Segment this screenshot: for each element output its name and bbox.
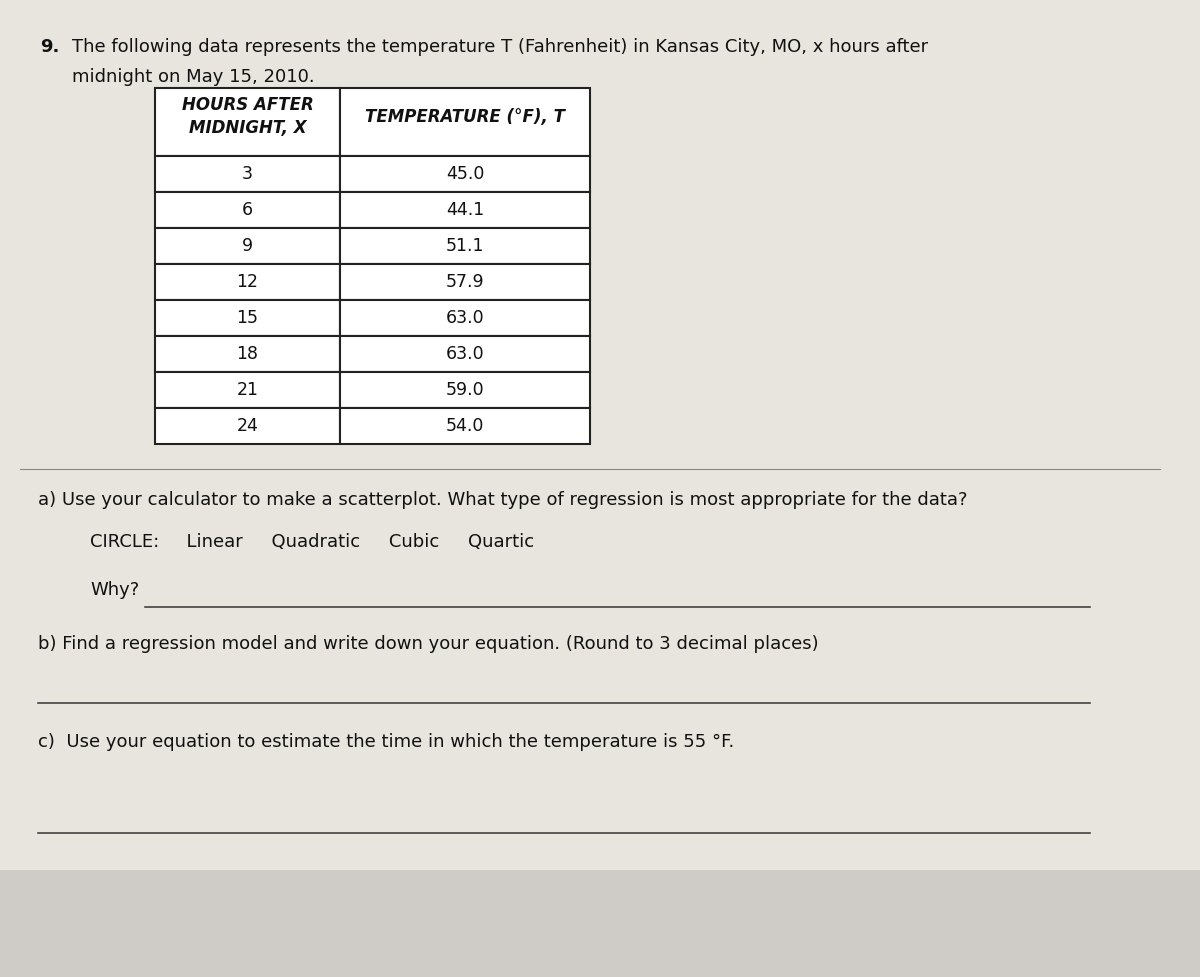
Bar [155,408,340,444]
Bar [155,156,340,192]
Text: CIRCLE:: CIRCLE: [90,533,160,551]
Text: 9.: 9. [40,38,59,56]
Text: 44.1: 44.1 [446,201,484,219]
Bar [340,88,590,156]
Text: Why?: Why? [90,581,139,599]
Bar [155,192,340,228]
Text: 3: 3 [242,165,253,183]
Bar [155,264,340,300]
Text: a) Use your calculator to make a scatterplot. What type of regression is most ap: a) Use your calculator to make a scatter… [38,491,967,509]
Text: 9: 9 [242,237,253,255]
Text: c)  Use your equation to estimate the time in which the temperature is 55 °F.: c) Use your equation to estimate the tim… [38,733,734,751]
Text: 63.0: 63.0 [445,309,485,327]
Bar [340,192,590,228]
Text: 54.0: 54.0 [446,417,484,435]
Bar [155,300,340,336]
Text: 51.1: 51.1 [445,237,485,255]
Bar [340,372,590,408]
Bar [155,228,340,264]
Text: 21: 21 [236,381,258,399]
Text: 12: 12 [236,273,258,291]
Text: 45.0: 45.0 [446,165,484,183]
Text: 63.0: 63.0 [445,345,485,363]
Text: midnight on May 15, 2010.: midnight on May 15, 2010. [72,68,314,86]
Text: 15: 15 [236,309,258,327]
Text: 18: 18 [236,345,258,363]
Bar [340,408,590,444]
Text: 59.0: 59.0 [445,381,485,399]
Bar [0,870,1200,977]
Bar [155,88,340,156]
Text: 6: 6 [242,201,253,219]
Bar [340,156,590,192]
Bar [155,336,340,372]
Text: 24: 24 [236,417,258,435]
Text: 57.9: 57.9 [445,273,485,291]
Text: HOURS AFTER
MIDNIGHT, X: HOURS AFTER MIDNIGHT, X [181,96,313,137]
Bar [340,228,590,264]
Bar [155,372,340,408]
Text: b) Find a regression model and write down your equation. (Round to 3 decimal pla: b) Find a regression model and write dow… [38,635,818,653]
Bar [340,300,590,336]
Text: Linear     Quadratic     Cubic     Quartic: Linear Quadratic Cubic Quartic [175,533,534,551]
Text: The following data represents the temperature T (Fahrenheit) in Kansas City, MO,: The following data represents the temper… [72,38,928,56]
Text: TEMPERATURE (°F), T: TEMPERATURE (°F), T [365,108,565,126]
Bar [340,336,590,372]
Bar [340,264,590,300]
